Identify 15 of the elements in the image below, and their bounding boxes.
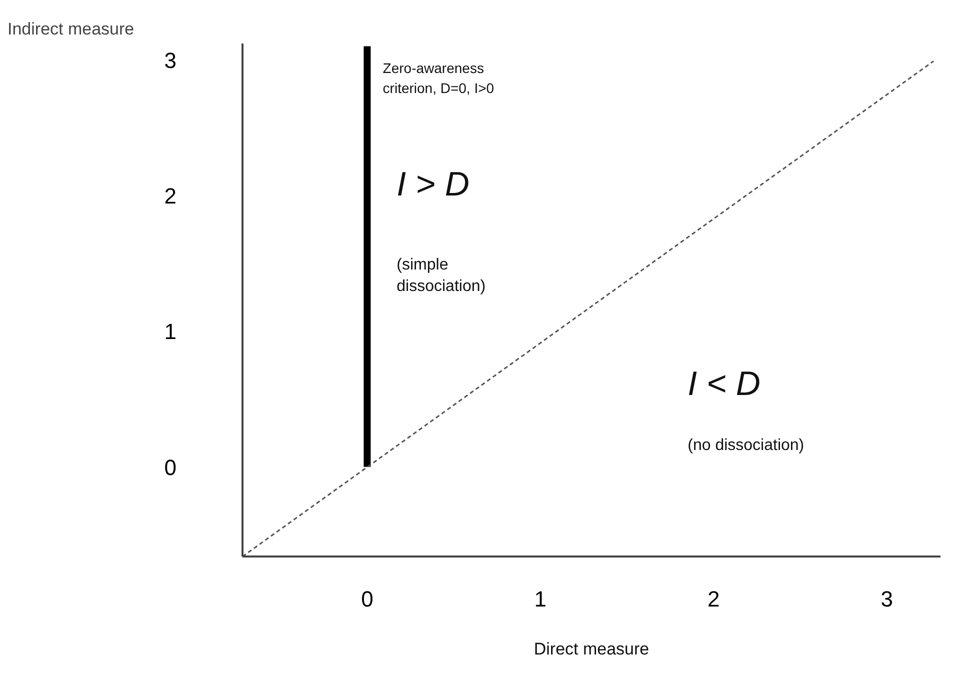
annotation: I < D xyxy=(688,365,760,404)
x-tick-label: 0 xyxy=(361,586,374,612)
x-axis-title: Direct measure xyxy=(534,640,650,658)
y-tick-label: 1 xyxy=(164,319,177,344)
y-tick-label: 2 xyxy=(164,184,177,208)
x-tick-label: 2 xyxy=(707,586,720,612)
x-tick-label: 3 xyxy=(880,586,893,612)
y-tick-label: 0 xyxy=(164,454,177,480)
annotation: I > D xyxy=(396,166,470,204)
annotation: (no dissociation) xyxy=(688,437,804,454)
y-tick-label: 3 xyxy=(164,48,177,73)
annotation: Zero-awareness criterion, D=0, I>0 xyxy=(382,60,494,96)
annotation: (simple dissociation) xyxy=(396,256,486,295)
y-axis-title: Indirect measure xyxy=(8,20,134,38)
x-tick-label: 1 xyxy=(534,586,547,612)
